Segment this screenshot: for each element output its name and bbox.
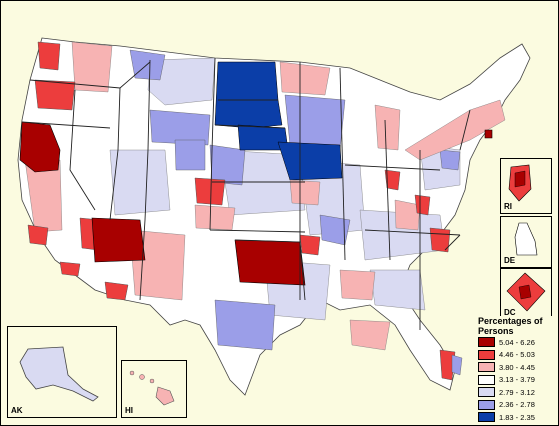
hawaii-shape — [129, 370, 175, 406]
inset-rhode-island: RI — [500, 158, 552, 214]
legend-swatch — [478, 412, 495, 423]
delaware-shape — [514, 222, 538, 256]
dark-red-regions — [19, 121, 493, 286]
inset-label-hi: HI — [125, 406, 133, 415]
legend-swatch — [478, 387, 495, 398]
legend-swatch — [478, 349, 495, 360]
legend-items: 5.04 - 6.26 4.46 - 5.03 3.80 - 4.45 3.13 - … — [478, 336, 558, 424]
inset-delaware: DE — [500, 216, 552, 268]
legend-item: 5.04 - 6.26 — [478, 336, 558, 349]
legend-item-label: 4.46 - 5.03 — [499, 350, 535, 360]
state-boundaries — [21, 57, 471, 330]
inset-label-ak: AK — [11, 406, 23, 415]
inset-hawaii: HI — [121, 360, 187, 418]
legend-item: 3.80 - 4.45 — [478, 361, 558, 374]
legend-swatch — [478, 374, 495, 385]
legend-swatch — [478, 362, 495, 373]
florida-southern-tip — [451, 354, 463, 376]
light-pink-regions — [24, 41, 506, 351]
legend-item-label: 3.13 - 3.79 — [499, 375, 535, 385]
legend-title: Percentages of Persons — [478, 316, 543, 336]
legend-item-label: 3.80 - 4.45 — [499, 362, 535, 372]
legend-item: 2.79 - 3.12 — [478, 386, 558, 399]
legend-item: 4.46 - 5.03 — [478, 349, 558, 362]
inset-label-dc: DC — [504, 308, 516, 317]
rhode-island-shape — [508, 164, 532, 202]
legend-swatch — [478, 399, 495, 410]
legend-item-label: 2.79 - 3.12 — [499, 387, 535, 397]
legend-item-label: 5.04 - 6.26 — [499, 337, 535, 347]
map-legend: Percentages of Persons 5.04 - 6.26 4.46 -… — [478, 316, 558, 424]
inset-district-of-columbia: DC — [500, 268, 552, 320]
dark-blue-regions — [214, 61, 343, 181]
inset-label-ri: RI — [504, 202, 512, 211]
inset-label-de: DE — [504, 256, 516, 265]
legend-item-label: 1.83 - 2.35 — [499, 412, 535, 422]
legend-item: 3.13 - 3.79 — [478, 374, 558, 387]
medium-blue-regions — [129, 49, 461, 351]
inset-alaska: AK — [7, 326, 117, 418]
alaska-shape — [19, 346, 99, 402]
legend-item-label: 2.36 - 2.78 — [499, 400, 535, 410]
legend-item: 2.36 - 2.78 — [478, 399, 558, 412]
legend-swatch — [478, 337, 495, 348]
dc-shape — [506, 272, 546, 312]
legend-item: 1.83 - 2.35 — [478, 411, 558, 424]
